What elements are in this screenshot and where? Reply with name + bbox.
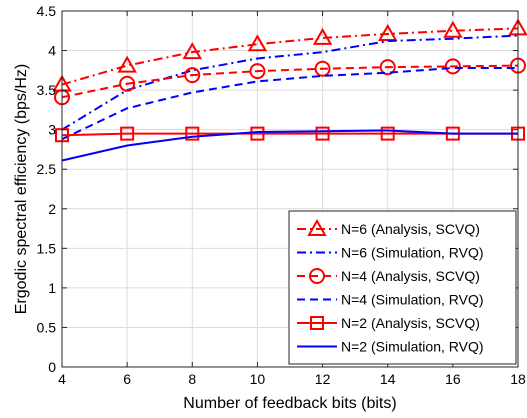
- legend: N=6 (Analysis, SCVQ) N=6 (Simulation, RVQ…: [288, 210, 517, 365]
- series-5: [61, 129, 518, 162]
- y-tick-label: 2.5: [37, 161, 57, 177]
- data-point-circle: [184, 67, 201, 84]
- series-line: [61, 27, 519, 86]
- data-point-circle: [314, 60, 331, 77]
- y-tick-label: 3.5: [37, 82, 57, 98]
- data-point-square: [185, 126, 200, 141]
- axis-ticks: 4 6 8 10 12 14 16 18 0 0.5 1 1.5 2 2.5 3 3.5 4 4.5: [37, 3, 526, 387]
- series-line: [61, 64, 519, 99]
- data-point-triangle: [443, 20, 463, 38]
- data-point-circle: [379, 59, 396, 76]
- x-axis-label: Number of feedback bits (bits): [183, 395, 396, 412]
- y-tick-label: 3: [48, 122, 56, 138]
- legend-item: N=2 (Simulation, RVQ): [297, 339, 484, 355]
- x-tick-label: 14: [380, 371, 396, 387]
- data-point-triangle: [117, 55, 137, 73]
- data-point-square: [380, 126, 395, 141]
- data-point-square: [250, 126, 265, 141]
- series-line: [61, 66, 518, 141]
- legend-marker-triangle: [307, 218, 327, 236]
- legend-label: N=4 (Simulation, RVQ): [341, 292, 484, 308]
- y-axis-label: Ergodic spectral efficiency (bps/Hz): [13, 64, 30, 314]
- data-point-circle: [249, 63, 266, 80]
- axes-frame: [61, 10, 519, 368]
- x-tick-label: 18: [510, 371, 526, 387]
- data-point-triangle: [182, 42, 203, 60]
- series-0: [52, 18, 527, 92]
- series-line: [61, 129, 518, 162]
- y-tick-label: 1.5: [37, 240, 57, 256]
- plot-area: [52, 18, 527, 162]
- y-tick-label: 4: [48, 43, 56, 59]
- series-3: [61, 66, 518, 141]
- legend-item: N=4 (Analysis, SCVQ): [297, 268, 480, 284]
- legend-box: [288, 210, 517, 365]
- y-tick-label: 0.5: [37, 319, 57, 335]
- legend-marker-square: [310, 316, 324, 330]
- legend-label: N=6 (Simulation, RVQ): [341, 245, 484, 261]
- y-tick-label: 0: [48, 359, 56, 375]
- legend-item: N=6 (Simulation, RVQ): [297, 245, 484, 261]
- legend-item: N=4 (Simulation, RVQ): [297, 292, 484, 308]
- legend-item: N=6 (Analysis, SCVQ): [297, 218, 480, 237]
- y-tick-label: 1: [48, 280, 56, 296]
- y-tick-label: 2: [48, 201, 56, 217]
- x-tick-label: 10: [250, 371, 266, 387]
- legend-label: N=2 (Simulation, RVQ): [341, 339, 484, 355]
- legend-label: N=4 (Analysis, SCVQ): [341, 268, 480, 284]
- data-point-circle: [119, 75, 136, 92]
- legend-label: N=6 (Analysis, SCVQ): [341, 221, 480, 237]
- data-point-triangle: [247, 34, 268, 52]
- data-point-circle: [444, 58, 461, 75]
- data-point-triangle: [312, 27, 333, 45]
- x-tick-label: 16: [445, 371, 461, 387]
- x-tick-label: 4: [58, 371, 66, 387]
- legend-marker-circle: [309, 268, 325, 284]
- x-tick-label: 6: [123, 371, 131, 387]
- data-point-triangle: [377, 23, 398, 41]
- x-tick-label: 12: [315, 371, 331, 387]
- legend-item: N=2 (Analysis, SCVQ): [297, 315, 480, 331]
- legend-label: N=2 (Analysis, SCVQ): [341, 315, 480, 331]
- y-tick-label: 4.5: [37, 3, 57, 19]
- x-tick-label: 8: [188, 371, 196, 387]
- data-point-square: [315, 126, 330, 141]
- data-point-square: [120, 126, 135, 141]
